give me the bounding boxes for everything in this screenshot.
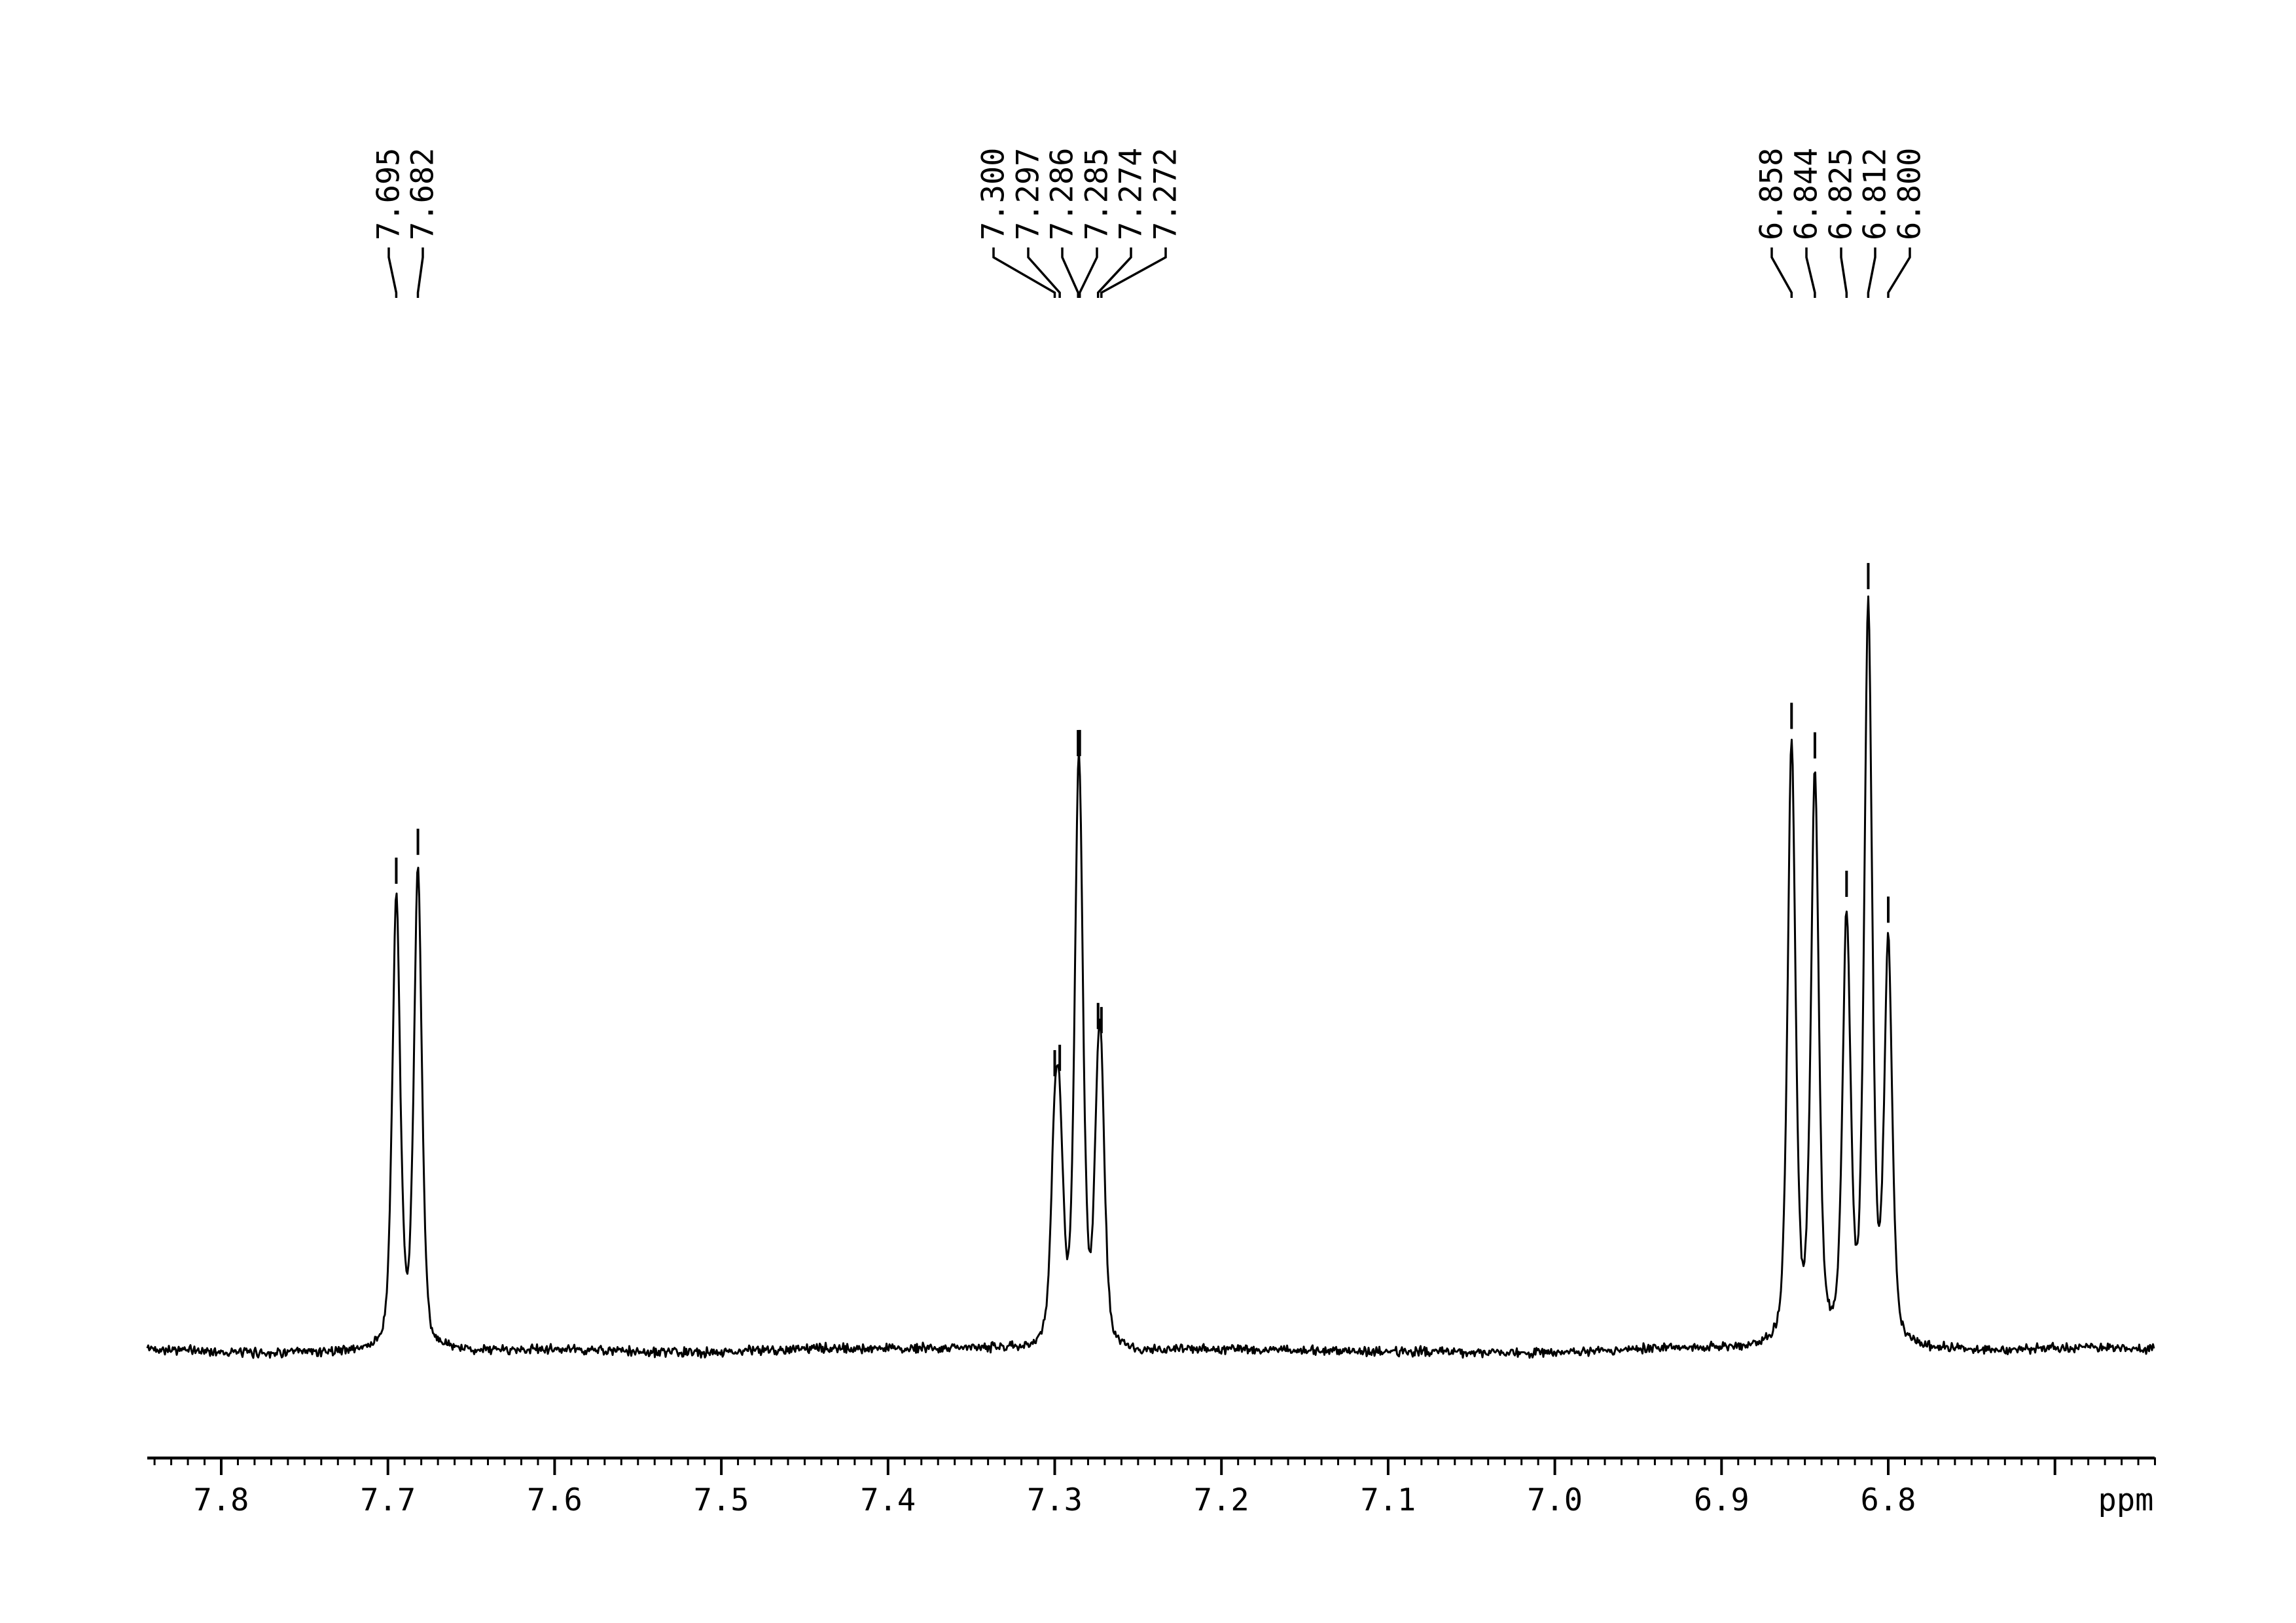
axis-tick-label: 7.4 [860,1482,916,1518]
peak-shift-label: 6.800 [1892,148,1928,240]
peak-leader-line [992,247,1056,298]
peak-shift-label: 7.695 [371,148,407,240]
peak-leader-line [416,247,424,298]
peak-shift-label: 7.274 [1113,148,1149,240]
spectrum-trace-layer [146,595,2155,1359]
peak-leader-line [1078,247,1098,298]
peak-leader-line [1867,247,1876,298]
peak-leader-line [1096,247,1132,298]
axis-tick-label: 7.3 [1027,1482,1083,1518]
axis-tick-label: 7.2 [1194,1482,1249,1518]
axis-tick-label: 7.5 [694,1482,749,1518]
axis-tick-label: 7.0 [1527,1482,1583,1518]
peak-leader-line [1887,247,1911,298]
peak-shift-label: 7.682 [405,148,441,240]
axis-tick-label: 7.1 [1360,1482,1416,1518]
peak-shift-label: 6.844 [1789,148,1825,240]
axis-tick-label: 6.9 [1694,1482,1749,1518]
peak-shift-label: 7.272 [1148,148,1184,240]
peak-shift-label: 6.858 [1754,148,1790,240]
peak-shift-label: 7.300 [976,148,1012,240]
peak-leader-line [1770,247,1793,298]
peak-leader-line [1027,247,1061,298]
peak-leader-line [1100,247,1167,298]
peak-leader-line [387,247,398,298]
axis-tick-label: 7.6 [527,1482,583,1518]
axis-tick-label: 7.7 [360,1482,416,1518]
peak-leader-line [1061,247,1079,298]
peak-shift-label: 7.297 [1011,148,1047,240]
peak-leader-line [1840,247,1848,298]
peak-shift-label: 6.812 [1857,148,1893,240]
axis-tick-label: 7.8 [194,1482,249,1518]
x-axis-layer: 7.8 7.7 7.6 7.5 7.4 7.3 7.2 7.1 7.0 6.9 6.8 [147,1456,2157,1518]
spectrum-trace [146,595,2155,1359]
peak-shift-label: 6.825 [1823,148,1859,240]
peak-shift-label: 7.285 [1079,148,1115,240]
axis-unit-label: ppm [2098,1482,2154,1518]
axis-tick-label: 6.8 [1861,1482,1916,1518]
peak-leader-line [1805,247,1816,298]
peak-shift-label: 7.286 [1045,148,1081,240]
